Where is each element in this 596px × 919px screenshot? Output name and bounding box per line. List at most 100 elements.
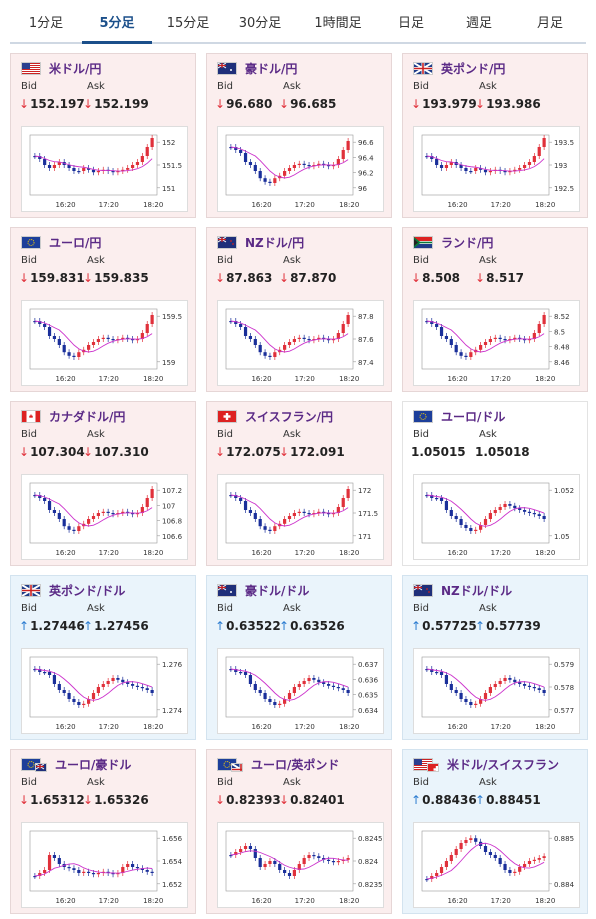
mini-candlestick-chart[interactable]: 0.8245 0.824 0.8235 16:20 17:20 18:20 xyxy=(217,822,384,908)
candle-body xyxy=(297,511,301,513)
ask-value-text: 1.27456 xyxy=(94,619,149,633)
tab-30分足[interactable]: 30分足 xyxy=(238,16,282,31)
tab-15分足[interactable]: 15分足 xyxy=(166,16,210,31)
ask-value: ↓96.685 xyxy=(279,97,336,111)
pair-title[interactable]: スイスフラン/円 xyxy=(245,409,334,424)
pair-title[interactable]: 英ポンド/円 xyxy=(441,61,506,76)
pair-title[interactable]: ユーロ/ドル xyxy=(441,409,506,424)
rate-card[interactable]: ユーロ/ドル Bid Ask 1.05015 1.05018 1.052 1.05 16:20… xyxy=(402,401,588,566)
candle-body xyxy=(52,165,57,168)
rate-card[interactable]: ユーロ/円 Bid Ask ↓159.831 ↓159.835 159.5 159 16:20… xyxy=(10,227,196,392)
rate-card[interactable]: 英ポンド/円 Bid Ask ↓193.979 ↓193.986 193.5 193 192.… xyxy=(402,53,588,218)
candle-body xyxy=(307,339,311,341)
candle-body xyxy=(87,168,91,170)
candle-body xyxy=(474,529,478,531)
pair-title[interactable]: ランド/円 xyxy=(441,235,494,250)
mini-candlestick-chart[interactable]: 87.8 87.6 87.4 16:20 17:20 18:20 xyxy=(217,300,384,386)
x-tick-label: 17:20 xyxy=(99,375,119,383)
candle-body xyxy=(111,873,115,875)
candle-body xyxy=(518,168,522,170)
y-tick-label: 0.578 xyxy=(554,684,574,692)
mini-candlestick-chart[interactable]: 1.276 1.274 16:20 17:20 18:20 xyxy=(21,648,188,734)
ask-value-text: 172.091 xyxy=(290,445,345,459)
chart-svg: 159.5 159 16:20 17:20 18:20 xyxy=(29,308,182,383)
rate-card[interactable]: 豪ドル/ドル Bid Ask ↑0.63522 ↑0.63526 0.637 0.636 0.… xyxy=(206,575,392,740)
candle-body xyxy=(111,513,115,515)
candle-body xyxy=(292,870,296,876)
tab-1分足[interactable]: 1分足 xyxy=(28,16,64,31)
x-tick-label: 18:20 xyxy=(535,375,555,383)
rate-card[interactable]: NZドル/円 Bid Ask ↓87.863 ↓87.870 87.8 87.6 87.4 16… xyxy=(206,227,392,392)
bid-value-text: 0.63522 xyxy=(226,619,281,633)
timeframe-tabs: 1分足 5分足 15分足 30分足 1時間足 日足 週足 月足 xyxy=(10,6,586,44)
pair-title[interactable]: 英ポンド/ドル xyxy=(49,583,126,598)
candle-body xyxy=(47,165,52,168)
mini-candlestick-chart[interactable]: 0.637 0.636 0.635 0.634 16:20 17:20 18:20 xyxy=(217,648,384,734)
candle-body xyxy=(488,687,492,693)
candle-body xyxy=(474,703,478,705)
pair-title[interactable]: ユーロ/英ポンド xyxy=(251,757,340,772)
y-tick-label: 1.05 xyxy=(554,533,570,541)
bid-value: 1.05015 xyxy=(411,445,466,459)
chart-svg: 0.8245 0.824 0.8235 16:20 17:20 18:20 xyxy=(225,830,383,905)
mini-candlestick-chart[interactable]: 172 171.5 171 16:20 17:20 18:20 xyxy=(217,474,384,560)
candle-body xyxy=(263,693,267,699)
candle-body xyxy=(287,342,292,345)
pair-title[interactable]: 米ドル/円 xyxy=(49,61,102,76)
candle-body xyxy=(253,849,257,858)
candle-body xyxy=(297,163,301,165)
ask-value-text: 107.310 xyxy=(94,445,149,459)
candle-body xyxy=(341,150,345,159)
candle-body xyxy=(459,519,463,525)
pair-title[interactable]: NZドル/円 xyxy=(245,235,305,250)
mini-candlestick-chart[interactable]: 1.656 1.654 1.652 16:20 17:20 18:20 xyxy=(21,822,188,908)
candle-body xyxy=(479,699,483,704)
pair-title[interactable]: 豪ドル/ドル xyxy=(245,583,310,598)
mini-candlestick-chart[interactable]: 0.579 0.578 0.577 16:20 17:20 18:20 xyxy=(413,648,580,734)
rate-card[interactable]: NZドル/ドル Bid Ask ↑0.57725 ↑0.57739 0.579 0.578 0… xyxy=(402,575,588,740)
y-tick-label: 8.5 xyxy=(554,328,565,336)
mini-candlestick-chart[interactable]: 152 151.5 151 16:20 17:20 18:20 xyxy=(21,126,188,212)
mini-candlestick-chart[interactable]: 193.5 193 192.5 16:20 17:20 18:20 xyxy=(413,126,580,212)
pair-title[interactable]: ユーロ/円 xyxy=(49,235,102,250)
rate-card[interactable]: 米ドル/スイスフラン Bid Ask ↑0.88436 ↑0.88451 0.885 0.8… xyxy=(402,749,588,914)
mini-candlestick-chart[interactable]: 1.052 1.05 16:20 17:20 18:20 xyxy=(413,474,580,560)
ask-value: ↓159.835 xyxy=(83,271,149,285)
tab-5分足[interactable]: 5分足 xyxy=(82,6,152,44)
x-tick-label: 17:20 xyxy=(295,723,315,731)
candle-body xyxy=(469,352,473,357)
mini-candlestick-chart[interactable]: 8.52 8.5 8.48 8.46 16:20 17:20 18:20 xyxy=(413,300,580,386)
rate-card[interactable]: 英ポンド/ドル Bid Ask ↑1.27446 ↑1.27456 1.276 1.274 1… xyxy=(10,575,196,740)
arrow-up-icon: ↑ xyxy=(411,619,422,633)
candle-body xyxy=(312,855,316,857)
candle-body xyxy=(52,336,57,339)
tab-週足[interactable]: 週足 xyxy=(465,16,492,31)
rate-card[interactable]: スイスフラン/円 Bid Ask ↓172.075 ↓172.091 172 171.5 17… xyxy=(206,401,392,566)
candle-body xyxy=(336,507,340,513)
pair-title[interactable]: ユーロ/豪ドル xyxy=(55,757,132,772)
pair-title[interactable]: 米ドル/スイスフラン xyxy=(447,757,560,772)
candle-body xyxy=(498,507,502,510)
tab-日足[interactable]: 日足 xyxy=(397,16,424,31)
candle-body xyxy=(72,168,76,171)
mini-candlestick-chart[interactable]: 96.6 96.4 96.2 96 16:20 17:20 18:20 xyxy=(217,126,384,212)
candle-body xyxy=(493,684,497,687)
rate-card[interactable]: ユーロ/英ポンド Bid Ask ↓0.82393 ↓0.82401 0.8245 0.82… xyxy=(206,749,392,914)
rate-card[interactable]: ランド/円 Bid Ask ↓8.508 ↓8.517 8.52 8.5 8.48 8.46 16… xyxy=(402,227,588,392)
rate-card[interactable]: カナダドル/円 Bid Ask ↓107.304 ↓107.310 107.2 107 106… xyxy=(10,401,196,566)
tab-1時間足[interactable]: 1時間足 xyxy=(314,16,362,31)
pair-title[interactable]: NZドル/ドル xyxy=(441,583,513,598)
candle-body xyxy=(341,498,345,507)
rate-card[interactable]: 米ドル/円 Bid Ask ↓152.197 ↓152.199 152 151.5 151 16… xyxy=(10,53,196,218)
candle-body xyxy=(513,871,517,873)
mini-candlestick-chart[interactable]: 107.2 107 106.8 106.6 16:20 17:20 18:20 xyxy=(21,474,188,560)
pair-title[interactable]: 豪ドル/円 xyxy=(245,61,298,76)
flag-us-icon xyxy=(21,61,41,75)
pair-title[interactable]: カナダドル/円 xyxy=(49,409,126,424)
mini-candlestick-chart[interactable]: 0.885 0.884 16:20 17:20 18:20 xyxy=(413,822,580,908)
rate-card[interactable]: 豪ドル/円 Bid Ask ↓96.680 ↓96.685 96.6 96.4 96.2 96 1… xyxy=(206,53,392,218)
bid-label: Bid xyxy=(413,255,429,266)
rate-card[interactable]: ユーロ/豪ドル Bid Ask ↓1.65312 ↓1.65326 1.656 1.654 1… xyxy=(10,749,196,914)
tab-月足[interactable]: 月足 xyxy=(536,16,563,31)
mini-candlestick-chart[interactable]: 159.5 159 16:20 17:20 18:20 xyxy=(21,300,188,386)
